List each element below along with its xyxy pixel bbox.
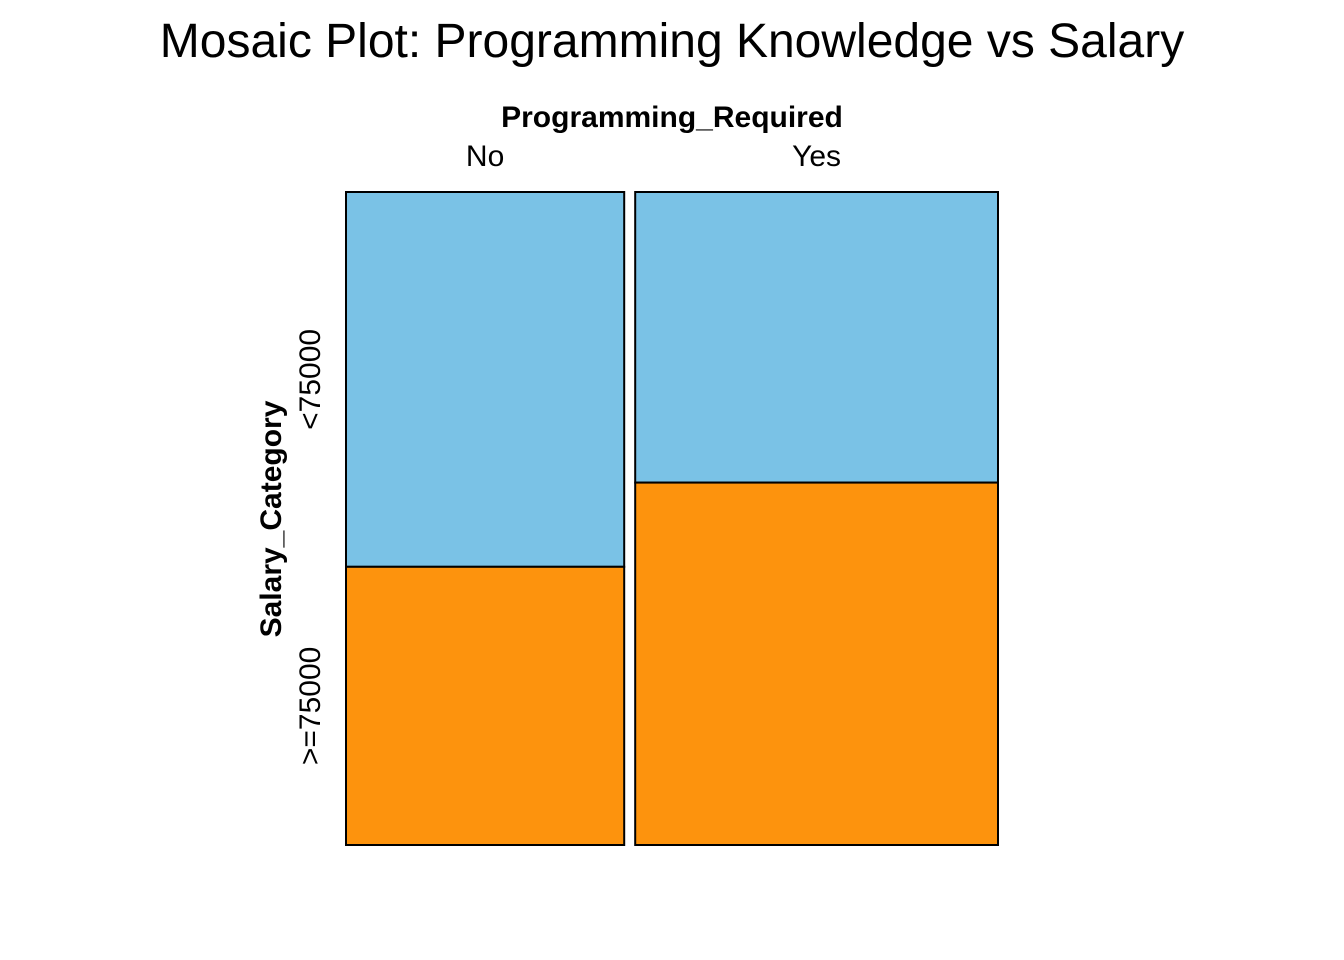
mosaic-tile-no-ge75000: [345, 565, 626, 846]
mosaic-tile-no-lt75000: [345, 191, 626, 568]
x-axis-title: Programming_Required: [501, 101, 843, 134]
y-axis-title: Salary_Category: [255, 400, 288, 637]
x-category-label-yes: Yes: [792, 140, 841, 173]
mosaic-tiles: [345, 191, 999, 846]
x-category-label-no: No: [466, 140, 504, 173]
y-category-label-lt75000: <75000: [294, 329, 327, 430]
y-category-label-ge75000: >=75000: [294, 647, 327, 765]
chart-title: Mosaic Plot: Programming Knowledge vs Sa…: [160, 15, 1184, 68]
mosaic-tile-yes-lt75000: [634, 191, 999, 484]
mosaic-tile-yes-ge75000: [634, 481, 999, 846]
mosaic-category-labels: No Yes <75000 >=75000: [294, 140, 841, 765]
